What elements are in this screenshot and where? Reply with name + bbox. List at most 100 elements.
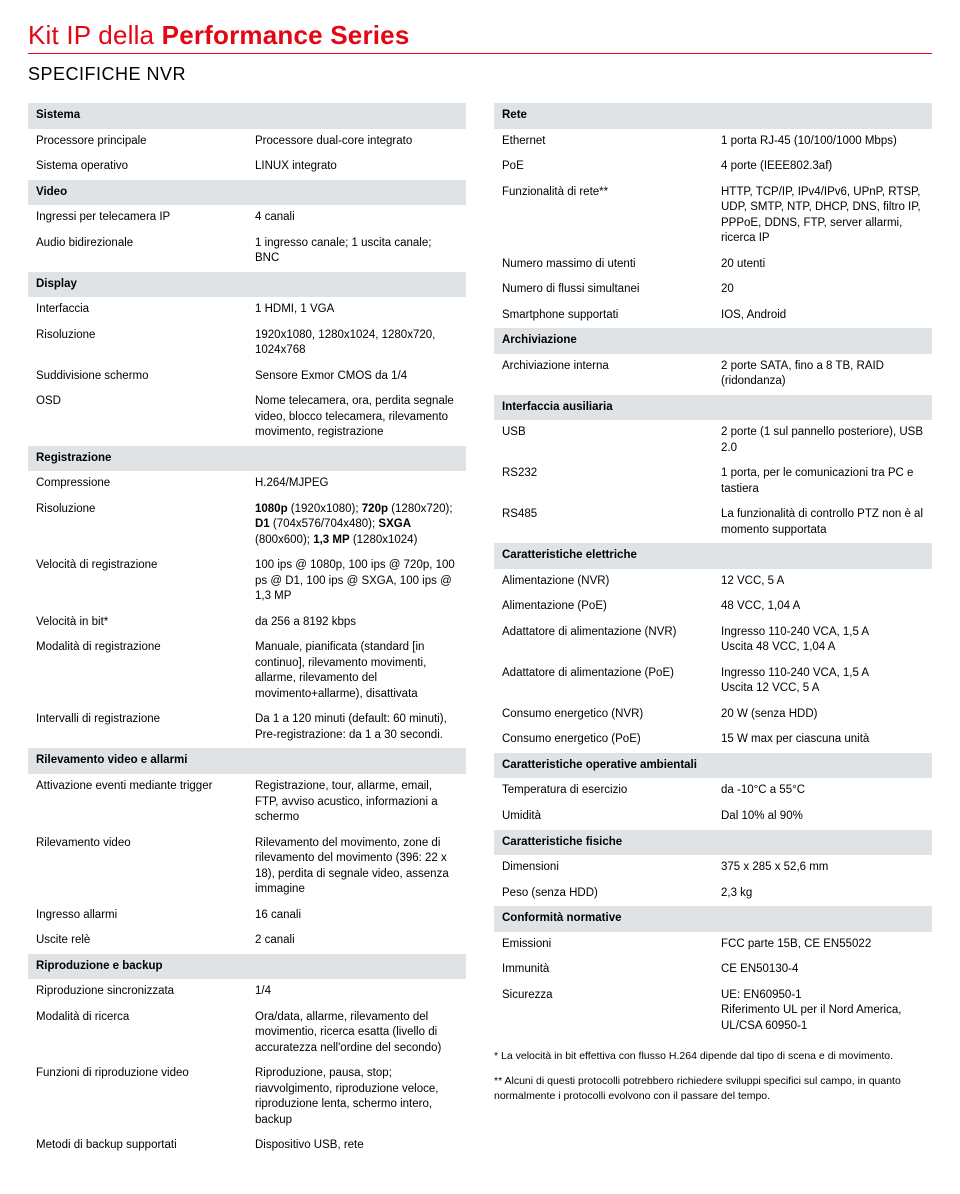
spec-row: Risoluzione1920x1080, 1280x1024, 1280x72…: [28, 323, 466, 364]
spec-key: Consumo energetico (PoE): [494, 727, 713, 753]
section-label: Archiviazione: [494, 328, 932, 354]
section-header: Conformità normative: [494, 906, 932, 932]
spec-value: 20 W (senza HDD): [713, 702, 932, 728]
spec-row: SicurezzaUE: EN60950-1Riferimento UL per…: [494, 983, 932, 1040]
spec-row: Sistema operativoLINUX integrato: [28, 154, 466, 180]
spec-key: Risoluzione: [28, 323, 247, 364]
spec-value: 20 utenti: [713, 252, 932, 278]
spec-row: Modalità di ricercaOra/data, allarme, ri…: [28, 1005, 466, 1062]
spec-key: Funzioni di riproduzione video: [28, 1061, 247, 1133]
spec-row: Attivazione eventi mediante triggerRegis…: [28, 774, 466, 831]
spec-key: Compressione: [28, 471, 247, 497]
spec-value: 20: [713, 277, 932, 303]
spec-key: Numero massimo di utenti: [494, 252, 713, 278]
section-label: Caratteristiche fisiche: [494, 830, 932, 856]
spec-row: Rilevamento videoRilevamento del movimen…: [28, 831, 466, 903]
left-column: SistemaProcessore principaleProcessore d…: [28, 103, 466, 1159]
spec-row: CompressioneH.264/MJPEG: [28, 471, 466, 497]
spec-value: Registrazione, tour, allarme, email, FTP…: [247, 774, 466, 831]
spec-row: Consumo energetico (PoE)15 W max per cia…: [494, 727, 932, 753]
spec-row: Modalità di registrazioneManuale, pianif…: [28, 635, 466, 707]
spec-value: Processore dual-core integrato: [247, 129, 466, 155]
section-header: Caratteristiche fisiche: [494, 830, 932, 856]
spec-key: Immunità: [494, 957, 713, 983]
spec-row: Archiviazione interna2 porte SATA, fino …: [494, 354, 932, 395]
spec-value: Ingresso 110-240 VCA, 1,5 AUscita 48 VCC…: [713, 620, 932, 661]
section-label: Conformità normative: [494, 906, 932, 932]
spec-key: Alimentazione (PoE): [494, 594, 713, 620]
spec-value: 375 x 285 x 52,6 mm: [713, 855, 932, 881]
section-label: Rilevamento video e allarmi: [28, 748, 466, 774]
spec-value: Dal 10% al 90%: [713, 804, 932, 830]
spec-row: Intervalli di registrazioneDa 1 a 120 mi…: [28, 707, 466, 748]
spec-value: Da 1 a 120 minuti (default: 60 minuti), …: [247, 707, 466, 748]
section-header: Video: [28, 180, 466, 206]
left-table: SistemaProcessore principaleProcessore d…: [28, 103, 466, 1159]
spec-row: Smartphone supportatiIOS, Android: [494, 303, 932, 329]
spec-key: Smartphone supportati: [494, 303, 713, 329]
footnote: ** Alcuni di questi protocolli potrebber…: [494, 1074, 932, 1103]
spec-value: Manuale, pianificata (standard [in conti…: [247, 635, 466, 707]
spec-row: Adattatore di alimentazione (PoE)Ingress…: [494, 661, 932, 702]
spec-row: Suddivisione schermoSensore Exmor CMOS d…: [28, 364, 466, 390]
spec-value: LINUX integrato: [247, 154, 466, 180]
spec-value: 16 canali: [247, 903, 466, 929]
spec-key: Consumo energetico (NVR): [494, 702, 713, 728]
subtitle: SPECIFICHE NVR: [28, 64, 932, 85]
section-header: Sistema: [28, 103, 466, 129]
title-prefix: Kit IP della: [28, 20, 162, 50]
spec-value: Nome telecamera, ora, perdita segnale vi…: [247, 389, 466, 446]
footnotes: * La velocità in bit effettiva con fluss…: [494, 1049, 932, 1103]
spec-value: H.264/MJPEG: [247, 471, 466, 497]
spec-key: Modalità di ricerca: [28, 1005, 247, 1062]
section-header: Caratteristiche elettriche: [494, 543, 932, 569]
spec-value: 4 canali: [247, 205, 466, 231]
section-header: Riproduzione e backup: [28, 954, 466, 980]
spec-value: 2 porte SATA, fino a 8 TB, RAID (ridonda…: [713, 354, 932, 395]
section-label: Registrazione: [28, 446, 466, 472]
spec-key: Sistema operativo: [28, 154, 247, 180]
section-label: Rete: [494, 103, 932, 129]
spec-key: Ingresso allarmi: [28, 903, 247, 929]
spec-value: CE EN50130-4: [713, 957, 932, 983]
spec-row: ImmunitàCE EN50130-4: [494, 957, 932, 983]
spec-key: Velocità di registrazione: [28, 553, 247, 610]
spec-key: Temperatura di esercizio: [494, 778, 713, 804]
spec-key: Funzionalità di rete**: [494, 180, 713, 252]
spec-row: Metodi di backup supportatiDispositivo U…: [28, 1133, 466, 1159]
spec-row: Alimentazione (NVR)12 VCC, 5 A: [494, 569, 932, 595]
spec-key: Adattatore di alimentazione (PoE): [494, 661, 713, 702]
spec-row: RS2321 porta, per le comunicazioni tra P…: [494, 461, 932, 502]
spec-key: Velocità in bit*: [28, 610, 247, 636]
spec-key: Ethernet: [494, 129, 713, 155]
section-label: Riproduzione e backup: [28, 954, 466, 980]
spec-value: 1 porta RJ-45 (10/100/1000 Mbps): [713, 129, 932, 155]
spec-value: Ora/data, allarme, rilevamento del movim…: [247, 1005, 466, 1062]
section-label: Interfaccia ausiliaria: [494, 395, 932, 421]
section-header: Rilevamento video e allarmi: [28, 748, 466, 774]
spec-key: Sicurezza: [494, 983, 713, 1040]
spec-value: 2,3 kg: [713, 881, 932, 907]
spec-value: 2 canali: [247, 928, 466, 954]
spec-row: USB2 porte (1 sul pannello posteriore), …: [494, 420, 932, 461]
section-label: Video: [28, 180, 466, 206]
spec-key: Riproduzione sincronizzata: [28, 979, 247, 1005]
spec-value: 1/4: [247, 979, 466, 1005]
spec-key: Ingressi per telecamera IP: [28, 205, 247, 231]
spec-columns: SistemaProcessore principaleProcessore d…: [28, 103, 932, 1159]
spec-row: Temperatura di esercizioda -10°C a 55°C: [494, 778, 932, 804]
spec-value: 15 W max per ciascuna unità: [713, 727, 932, 753]
spec-value: Riproduzione, pausa, stop; riavvolgiment…: [247, 1061, 466, 1133]
spec-row: Numero di flussi simultanei20: [494, 277, 932, 303]
spec-row: Velocità di registrazione100 ips @ 1080p…: [28, 553, 466, 610]
spec-key: Attivazione eventi mediante trigger: [28, 774, 247, 831]
spec-key: USB: [494, 420, 713, 461]
spec-key: Interfaccia: [28, 297, 247, 323]
spec-key: Audio bidirezionale: [28, 231, 247, 272]
spec-value: 1 porta, per le comunicazioni tra PC e t…: [713, 461, 932, 502]
spec-value: 48 VCC, 1,04 A: [713, 594, 932, 620]
right-table: ReteEthernet1 porta RJ-45 (10/100/1000 M…: [494, 103, 932, 1039]
spec-row: Riproduzione sincronizzata1/4: [28, 979, 466, 1005]
spec-key: Numero di flussi simultanei: [494, 277, 713, 303]
page-title: Kit IP della Performance Series: [28, 20, 932, 51]
